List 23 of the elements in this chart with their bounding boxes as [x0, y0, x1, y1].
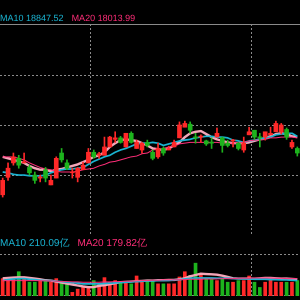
bar [44, 280, 48, 296]
text: MA10 18847.52 [0, 13, 64, 23]
bar [220, 278, 224, 296]
bar [284, 282, 288, 296]
bar [226, 282, 230, 296]
bar [231, 282, 235, 296]
bar [70, 292, 74, 296]
bar [290, 282, 294, 296]
bar [162, 284, 166, 296]
bar [38, 280, 42, 296]
bar [215, 280, 219, 296]
text: MA20 18013.99 [72, 13, 136, 23]
bar [49, 282, 53, 296]
bar [166, 284, 171, 296]
bar [129, 284, 134, 296]
bar [295, 280, 300, 296]
text: MA20 179.82亿 [78, 238, 147, 249]
candlestick [124, 132, 128, 148]
bar [279, 282, 284, 296]
bar [236, 280, 240, 296]
bar [156, 284, 160, 296]
bar [242, 280, 246, 296]
text: MA10 210.09亿 [0, 238, 70, 249]
